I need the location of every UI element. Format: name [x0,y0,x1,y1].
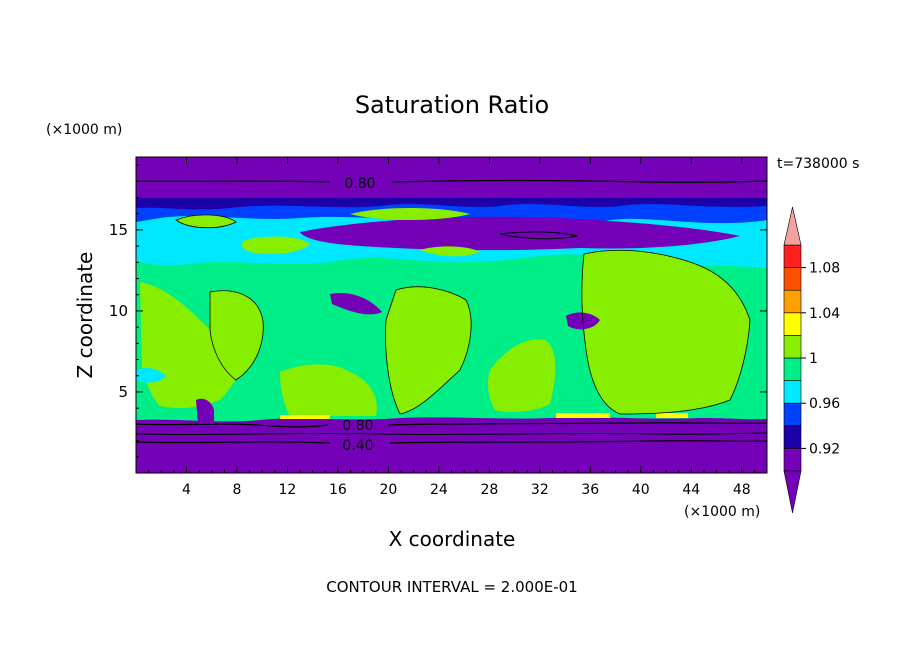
colorbar-box [783,380,802,404]
x-tick-label: 36 [581,482,599,498]
region-cyan-small-left [136,368,166,383]
contour-line-low-080 [136,422,767,428]
x-tick-label: 4 [182,482,191,498]
colorbar-box [783,312,802,336]
x-tick-label: 24 [430,482,448,498]
colorbar-box [783,289,802,314]
x-tick-label: 8 [232,482,241,498]
region-dark-blue-strip [136,198,767,210]
region-upper-green-patches [176,208,480,257]
x-tick-label: 40 [632,482,650,498]
y-axis-ticks: 5 10 15 [109,164,767,458]
x-tick-label: 32 [531,482,549,498]
region-mid-green-blobs [140,250,750,416]
contour-line-top-080 [136,179,767,184]
colorbar-tick-label: 1.08 [809,261,840,277]
y-tick-label: 15 [109,221,128,239]
time-label: t=738000 s [777,156,859,172]
x-tick-label: 16 [329,482,347,498]
y-tick-label: 5 [118,383,128,401]
x-tick-label: 12 [279,482,297,498]
colorbar-upper-extension [783,206,802,246]
x-axis-label: X coordinate [389,527,516,551]
footer-contour-interval: CONTOUR INTERVAL = 2.000E-01 [326,578,577,596]
contour-line-040 [136,440,767,444]
region-lower-purple [136,417,767,473]
colorbar-tick-label: 1.04 [809,306,840,322]
colorbar-box [783,448,802,472]
region-upper-purple-lens [300,216,740,251]
colorbar-lower-extension [783,470,802,514]
colorbar-box [783,357,802,381]
y-unit-label: (×1000 m) [46,122,122,138]
colorbar-tick-label: 0.96 [809,396,840,412]
colorbar-box [783,244,802,268]
contour-label-low: 0.80 [342,418,373,434]
x-tick-label: 20 [379,482,397,498]
colorbar-box [783,267,802,291]
region-yellow-streaks [280,413,688,419]
x-tick-label: 44 [682,482,700,498]
chart-title: Saturation Ratio [355,91,549,119]
x-axis-ticks: 4 8 12 16 20 24 28 32 36 40 44 48 [148,157,755,498]
x-unit-label: (×1000 m) [684,504,760,520]
colorbar-box [783,402,802,427]
contour-line-lens [499,231,579,240]
x-tick-label: 28 [480,482,498,498]
region-dark-lens-left [330,292,382,315]
y-axis-label: Z coordinate [73,252,97,379]
colorbar-tick-label: 0.92 [809,441,840,457]
contour-line-lower-extra [136,432,767,436]
y-tick-label: 10 [109,302,128,320]
contour-label-040: 0.40 [342,438,373,454]
colorbar-tick-label: 1 [809,351,818,367]
colorbar-box [783,425,802,449]
contour-line-mid-outlines [175,214,751,415]
colorbar-box [783,335,802,359]
contour-field: 0.80 0.80 0.40 [136,157,767,473]
colorbar: 0.92 0.96 1 1.04 1.08 [783,206,840,514]
contour-label-top: 0.80 [344,176,375,192]
x-tick-label: 48 [733,482,751,498]
region-dark-blob-bottom-left [196,398,214,424]
region-top-purple [136,157,767,208]
